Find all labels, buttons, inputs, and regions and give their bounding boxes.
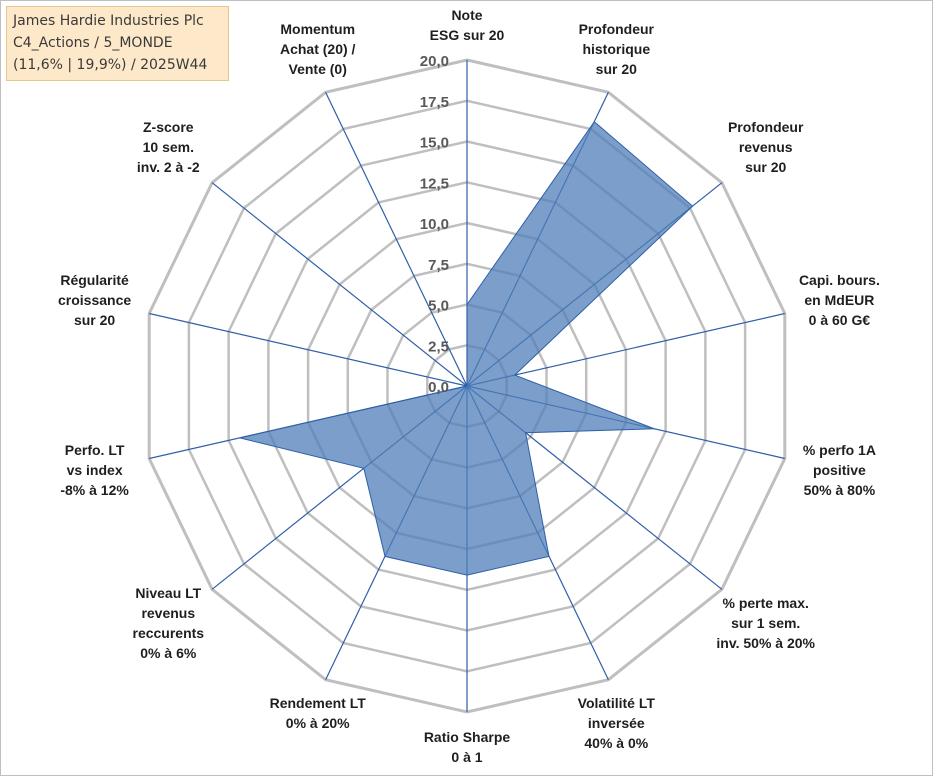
- series-area: [239, 120, 694, 576]
- axis-spoke: [211, 182, 468, 387]
- axis-label: % perte max. sur 1 sem. inv. 50% à 20%: [716, 595, 815, 651]
- axis-label: Capi. bours. en MdEUR 0 à 60 G€: [799, 272, 880, 328]
- axis-label: Note ESG sur 20: [430, 7, 505, 43]
- radar-series: [239, 120, 694, 576]
- axis-spoke: [149, 312, 468, 387]
- axis-label: Perfo. LT vs index -8% à 12%: [60, 442, 129, 498]
- axis-label: Niveau LT revenus reccurents 0% à 6%: [133, 585, 205, 661]
- tick-label: 2,5: [428, 338, 449, 355]
- axis-label: Rendement LT 0% à 20%: [270, 695, 367, 731]
- tick-label: 15,0: [420, 135, 449, 152]
- tick-label: 0,0: [428, 379, 449, 396]
- axis-label: Profondeur historique sur 20: [579, 21, 655, 77]
- tick-label: 12,5: [420, 175, 449, 192]
- tick-label: 10,0: [420, 216, 449, 233]
- axis-label: Momentum Achat (20) / Vente (0): [280, 21, 356, 77]
- tick-label: 17,5: [420, 94, 449, 111]
- info-box-company: James Hardie Industries Plc: [13, 13, 204, 29]
- radar-axis-labels: Note ESG sur 20 Profondeur historique sur 20…: [58, 7, 880, 765]
- tick-label: 7,5: [428, 257, 449, 274]
- info-box-category: C4_Actions / 5_MONDE: [13, 35, 173, 51]
- radar-tick-labels: 0,0 2,5 5,0 7,5 10,0 12,5 15,0 17,5 20,0: [420, 53, 449, 396]
- info-box: James Hardie Industries Plc C4_Actions /…: [6, 6, 229, 81]
- tick-label: 5,0: [428, 298, 449, 315]
- axis-label: % perfo 1A positive 50% à 80%: [803, 442, 876, 498]
- info-box-stats: (11,6% | 19,9%) / 2025W44: [13, 57, 208, 73]
- axis-label: Volatilité LT inversée 40% à 0%: [578, 695, 656, 751]
- axis-label: Régularité croissance sur 20: [58, 272, 131, 328]
- axis-label: Profondeur revenus sur 20: [728, 119, 804, 175]
- axis-label: Z-score 10 sem. inv. 2 à -2: [137, 119, 200, 175]
- axis-spoke: [325, 92, 468, 387]
- axis-spoke: [466, 312, 785, 387]
- tick-label: 20,0: [420, 53, 449, 70]
- axis-label: Ratio Sharpe 0 à 1: [424, 729, 511, 765]
